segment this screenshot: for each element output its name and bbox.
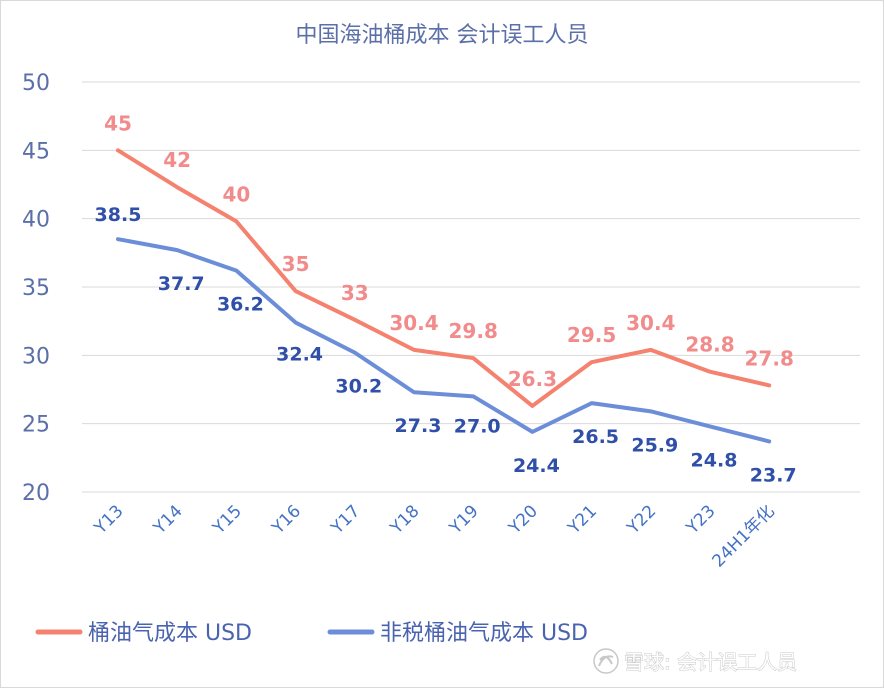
data-label-series-1: 30.4 (389, 311, 438, 335)
data-label-series-2: 26.5 (572, 426, 619, 448)
legend-label-series-1: 桶油气成本 USD (88, 621, 252, 646)
data-label-series-2: 27.0 (454, 415, 501, 437)
x-tick-label: Y20 (504, 501, 541, 538)
chart-title: 中国海油桶成本 会计误工人员 (296, 23, 589, 48)
y-axis-ticks: 20 25 30 35 40 45 50 (22, 71, 50, 506)
data-label-series-2: 27.3 (395, 415, 442, 437)
data-label-series-1: 45 (104, 111, 132, 135)
data-label-series-1: 26.3 (508, 367, 557, 391)
watermark-text: 雪球: 会计误工人员 (624, 650, 797, 674)
x-tick-label: Y14 (149, 501, 186, 538)
data-label-series-1: 42 (163, 148, 191, 172)
x-tick-label: 24H1年化 (709, 501, 779, 571)
data-label-series-2: 30.2 (335, 376, 382, 398)
x-tick-label: Y22 (623, 501, 660, 538)
snowball-logo-icon (593, 648, 619, 674)
data-label-series-1: 30.4 (626, 311, 675, 335)
x-tick-label: Y19 (445, 501, 482, 538)
data-label-series-2: 24.4 (513, 455, 560, 477)
data-label-series-1: 29.8 (449, 319, 498, 343)
y-tick-label: 40 (22, 208, 50, 233)
data-label-series-1: 28.8 (685, 333, 734, 357)
data-label-series-2: 32.4 (276, 344, 323, 366)
gridlines (82, 81, 860, 493)
x-tick-label: Y13 (90, 501, 127, 538)
data-label-series-1: 40 (222, 182, 250, 206)
y-tick-label: 20 (22, 481, 50, 506)
data-label-series-2: 38.5 (95, 204, 142, 226)
x-tick-label: Y23 (682, 501, 719, 538)
series-line-2 (116, 237, 772, 444)
data-label-series-2: 25.9 (631, 434, 678, 456)
legend: 桶油气成本 USD 非税桶油气成本 USD (35, 621, 588, 646)
y-tick-label: 30 (22, 344, 50, 369)
y-tick-label: 35 (22, 276, 50, 301)
x-tick-label: Y16 (268, 501, 305, 538)
y-tick-label: 50 (22, 71, 50, 96)
x-tick-label: Y18 (386, 501, 423, 538)
x-tick-label: Y17 (327, 501, 364, 538)
data-label-series-2: 24.8 (691, 449, 738, 471)
data-label-series-1: 33 (341, 281, 369, 305)
data-label-series-2: 23.7 (750, 464, 797, 486)
series-line-1 (116, 148, 772, 408)
watermark: 雪球: 会计误工人员 (593, 648, 798, 675)
legend-label-series-2: 非税桶油气成本 USD (380, 621, 588, 646)
y-tick-label: 45 (22, 139, 50, 164)
data-label-series-1: 27.8 (745, 346, 794, 370)
x-tick-label: Y15 (208, 501, 245, 538)
x-tick-label: Y21 (564, 501, 601, 538)
data-label-series-2: 36.2 (217, 294, 264, 316)
data-label-series-2: 37.7 (158, 273, 205, 295)
y-tick-label: 25 (22, 413, 50, 438)
series-lines (116, 148, 772, 444)
data-label-series-1: 35 (282, 252, 310, 276)
data-label-series-1: 29.5 (567, 323, 616, 347)
data-labels: 45 42 40 35 33 30.4 29.8 26.3 29.5 30.4 28.8 27.8 38… (95, 111, 797, 486)
